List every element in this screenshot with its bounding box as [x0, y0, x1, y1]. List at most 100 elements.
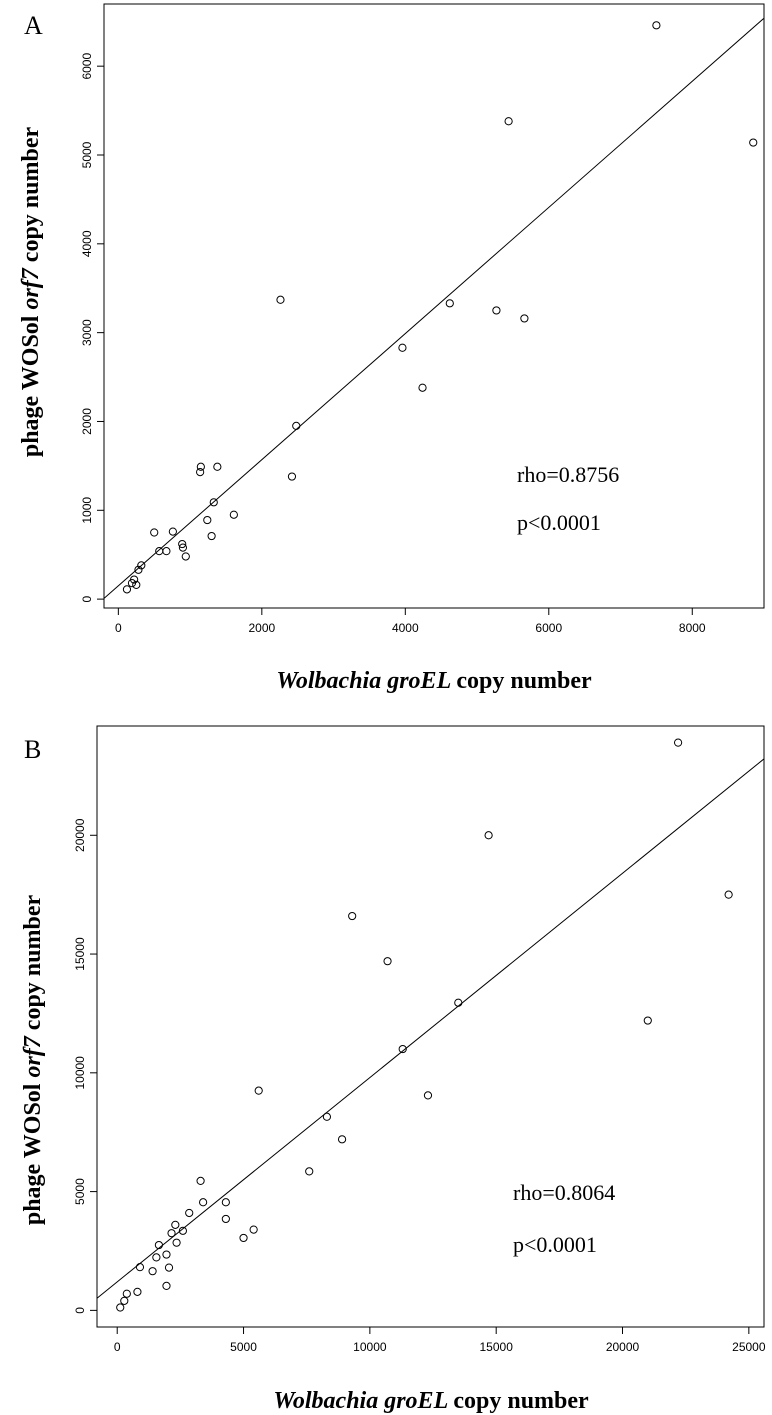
data-point — [178, 543, 188, 552]
x-axis-label: Wolbachia groEL copy number — [273, 1388, 589, 1414]
data-point — [673, 738, 683, 747]
data-point — [398, 1044, 407, 1054]
data-point — [130, 575, 139, 584]
data-point — [133, 1287, 142, 1296]
data-point — [162, 1281, 171, 1291]
data-point — [203, 515, 212, 525]
data-point — [196, 462, 205, 471]
data-point — [134, 565, 143, 574]
x-tick-label: 2000 — [248, 621, 275, 635]
data-point — [254, 1086, 263, 1095]
regression-line — [104, 17, 764, 599]
data-point — [484, 831, 493, 840]
data-point — [154, 1240, 163, 1250]
data-point — [305, 1167, 314, 1176]
plot-frame — [103, 3, 765, 609]
data-point — [398, 343, 407, 352]
data-point — [445, 299, 454, 308]
y-tick-label: 5000 — [73, 1178, 87, 1205]
data-point — [162, 547, 171, 556]
data-point — [504, 117, 513, 126]
data-point — [209, 498, 218, 507]
panel-label: A — [24, 11, 43, 40]
data-point — [168, 527, 177, 536]
rho-annotation: rho=0.8064 — [513, 1180, 615, 1205]
plot-frame — [96, 725, 765, 1328]
data-point — [181, 552, 190, 561]
y-tick-label: 0 — [80, 595, 94, 602]
data-point — [135, 1263, 145, 1272]
data-point — [652, 21, 661, 30]
data-point — [172, 1238, 181, 1247]
p-value-annotation: p<0.0001 — [517, 510, 601, 535]
y-tick-label: 10000 — [73, 1056, 87, 1090]
x-tick-label: 0 — [114, 1340, 121, 1354]
data-point — [724, 890, 733, 899]
data-point — [132, 580, 141, 590]
x-tick-label: 25000 — [732, 1340, 766, 1354]
data-point — [643, 1016, 652, 1025]
data-point — [164, 1263, 174, 1272]
data-point — [148, 1267, 157, 1276]
data-point — [423, 1091, 433, 1100]
y-axis-label: phage WOSol orf7 copy number — [20, 895, 46, 1226]
data-point — [276, 295, 285, 304]
data-point — [150, 528, 159, 537]
data-point — [287, 472, 297, 481]
data-point — [162, 1250, 171, 1259]
data-point — [178, 539, 187, 549]
data-point — [749, 138, 758, 147]
y-tick-label: 15000 — [73, 937, 87, 971]
x-tick-label: 5000 — [230, 1340, 257, 1354]
y-axis-label: phage WOSol orf7 copy number — [18, 127, 44, 458]
data-point — [454, 998, 463, 1007]
x-tick-label: 0 — [115, 621, 122, 635]
data-point — [122, 1289, 131, 1298]
data-point — [249, 1225, 258, 1234]
data-point — [120, 1296, 129, 1305]
data-point — [171, 1220, 180, 1229]
data-point — [322, 1112, 332, 1121]
data-point — [199, 1198, 208, 1207]
x-tick-label: 8000 — [679, 621, 706, 635]
data-point — [196, 468, 205, 477]
y-tick-label: 20000 — [73, 818, 87, 852]
data-point — [229, 510, 238, 519]
data-point — [137, 561, 146, 570]
x-tick-label: 15000 — [480, 1340, 514, 1354]
x-tick-label: 20000 — [606, 1340, 640, 1354]
y-tick-label: 1000 — [80, 497, 94, 524]
data-point — [492, 306, 501, 315]
data-point — [116, 1303, 125, 1312]
data-point — [207, 531, 216, 541]
y-tick-label: 2000 — [80, 408, 94, 435]
p-value-annotation: p<0.0001 — [513, 1232, 597, 1257]
data-point — [122, 585, 132, 594]
data-point — [520, 314, 529, 323]
chart-panel-a: 0 2000 4000 6000 8000 0 1000 2000 3000 4000 5000 60… — [18, 3, 765, 694]
data-point — [155, 547, 164, 556]
data-point — [383, 957, 392, 966]
data-point — [178, 1226, 188, 1235]
regression-line — [97, 758, 764, 1299]
data-point — [292, 421, 301, 431]
x-tick-label: 10000 — [353, 1340, 387, 1354]
data-point — [185, 1208, 194, 1218]
data-point — [348, 911, 357, 921]
data-point — [337, 1135, 347, 1144]
x-tick-label: 4000 — [392, 621, 419, 635]
data-point — [167, 1229, 176, 1238]
y-tick-label: 6000 — [80, 53, 94, 80]
data-point — [418, 383, 427, 392]
data-point — [196, 1176, 205, 1186]
y-tick-label: 5000 — [80, 141, 94, 168]
rho-annotation: rho=0.8756 — [517, 462, 619, 487]
data-point — [221, 1198, 230, 1207]
data-point — [213, 462, 222, 471]
x-axis-label: Wolbachia groEL copy number — [276, 668, 592, 694]
y-tick-label: 0 — [73, 1307, 87, 1314]
data-point — [239, 1233, 248, 1243]
panel-label: B — [24, 735, 41, 764]
data-point — [221, 1214, 230, 1224]
